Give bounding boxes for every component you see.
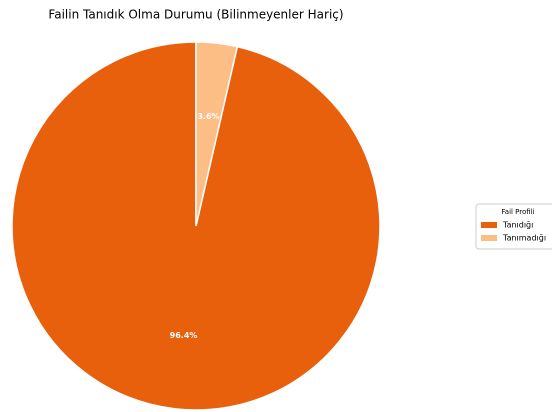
legend-swatch [481,222,497,228]
slice-label: 3.6% [197,112,219,121]
chart-title: Failin Tanıdık Olma Durumu (Bilinmeyenle… [48,8,343,22]
pie-slice [195,41,239,227]
legend-title: Fail Profili [501,208,534,216]
legend-label: Tanıdığı [502,221,533,230]
slice-label: 96.4% [170,331,198,340]
legend-swatch [481,235,497,241]
legend-label: Tanımadığı [502,234,546,243]
legend: Fail Profili Tanıdığı Tanımadığı [475,203,552,250]
